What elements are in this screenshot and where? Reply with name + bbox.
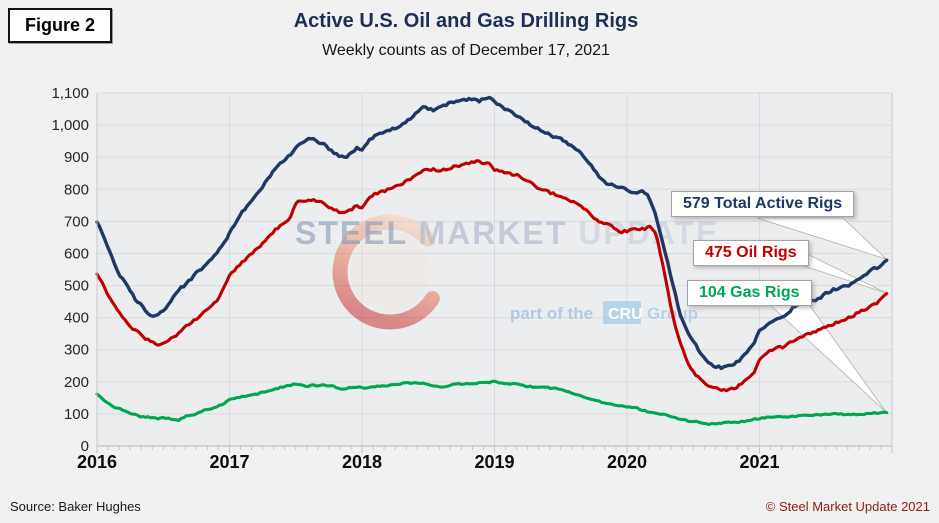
source-note: Source: Baker Hughes [10, 499, 141, 514]
y-tick-label: 600 [64, 245, 89, 262]
y-tick-label: 300 [64, 342, 89, 359]
y-tick-label: 200 [64, 374, 89, 391]
callout-gas-rigs: 104 Gas Rigs [687, 280, 812, 306]
x-tick-label: 2016 [77, 452, 117, 472]
y-tick-label: 0 [81, 438, 89, 455]
copyright-note: © Steel Market Update 2021 [765, 499, 930, 514]
series-line-total-active-rigs [95, 95, 889, 371]
watermark-part-of-the: part of the [510, 304, 593, 323]
y-tick-label: 400 [64, 310, 89, 327]
chart-subtitle: Weekly counts as of December 17, 2021 [322, 42, 610, 59]
y-tick-label: 1,000 [51, 117, 89, 134]
x-tick-label: 2019 [474, 452, 514, 472]
chart-title: Active U.S. Oil and Gas Drilling Rigs [293, 10, 639, 32]
x-tick-label: 2020 [607, 452, 647, 472]
series-line-gas-rigs [95, 379, 889, 427]
callout-total-active-rigs: 579 Total Active Rigs [671, 191, 855, 217]
data-series [95, 95, 889, 427]
y-tick-label: 700 [64, 213, 89, 230]
axes-and-ticks [96, 93, 893, 453]
y-tick-label: 800 [64, 181, 89, 198]
y-tick-label: 1,100 [51, 85, 89, 102]
leader-wedge-total [756, 217, 887, 260]
series-line-oil-rigs [95, 159, 889, 393]
watermark-market: MARKET [418, 215, 567, 251]
watermark-steel: STEEL [295, 215, 408, 251]
smu-logo-crescent [332, 214, 448, 330]
x-tick-label: 2017 [209, 452, 249, 472]
x-tick-label: 2018 [342, 452, 382, 472]
smu-logo-glow [350, 232, 430, 312]
y-tick-label: 100 [64, 406, 89, 423]
cru-badge-label: CRU [608, 306, 643, 323]
cru-badge [603, 301, 641, 324]
callout-oil-rigs: 475 Oil Rigs [693, 240, 809, 266]
watermark-steel-market-update: STEEL MARKET UPDATE part of the CRU Grou… [295, 214, 719, 330]
figure-label: Figure 2 [8, 8, 113, 43]
watermark-text: STEEL MARKET UPDATE [295, 215, 719, 251]
x-tick-label: 2021 [739, 452, 779, 472]
y-tick-label: 900 [64, 149, 89, 166]
y-tick-label: 500 [64, 278, 89, 295]
axis-tick-labels: 0 100 200 300 400 500 600 700 800 900 1,000 1,100 20… [51, 85, 779, 472]
